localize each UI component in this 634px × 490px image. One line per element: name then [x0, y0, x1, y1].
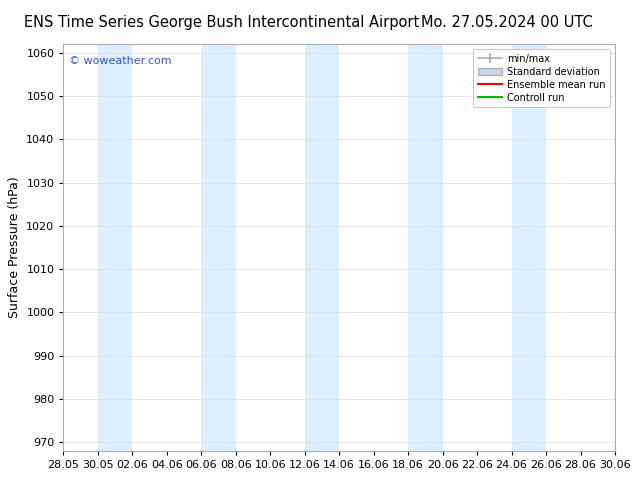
Bar	[408, 44, 443, 451]
Text: Mo. 27.05.2024 00 UTC: Mo. 27.05.2024 00 UTC	[422, 15, 593, 30]
Bar	[98, 44, 133, 451]
Bar	[512, 44, 546, 451]
Legend: min/max, Standard deviation, Ensemble mean run, Controll run: min/max, Standard deviation, Ensemble me…	[473, 49, 610, 107]
Text: ENS Time Series George Bush Intercontinental Airport: ENS Time Series George Bush Intercontine…	[24, 15, 420, 30]
Bar	[202, 44, 236, 451]
Bar	[305, 44, 339, 451]
Y-axis label: Surface Pressure (hPa): Surface Pressure (hPa)	[8, 176, 21, 318]
Text: © woweather.com: © woweather.com	[69, 56, 172, 66]
